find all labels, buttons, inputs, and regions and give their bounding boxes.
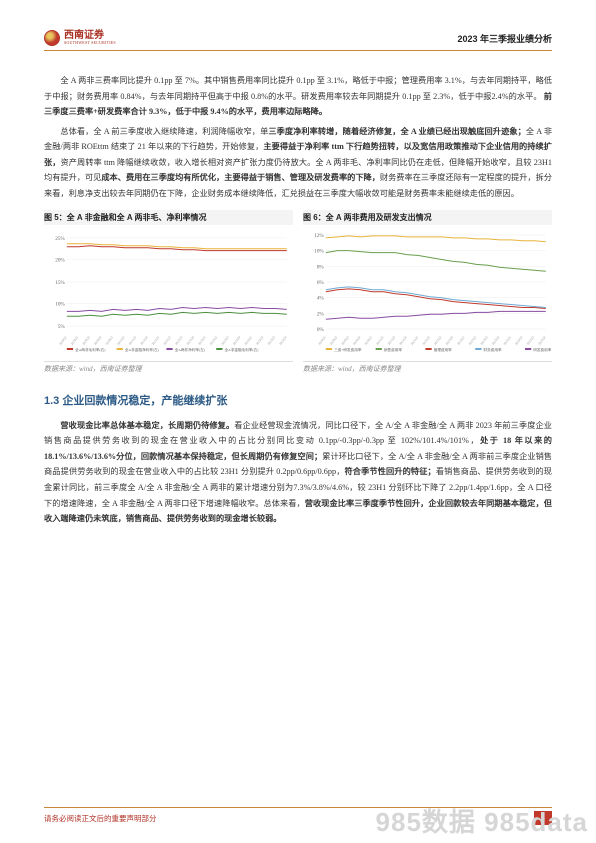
svg-text:2021Q3: 2021Q3 [387,335,397,346]
para1-text: 全 A 两非三费率同比提升 0.1pp 至 7%。其中销售费用率同比提升 0.1… [44,76,552,101]
svg-text:全A非金融毛利率(右): 全A非金融毛利率(右) [225,347,260,352]
footer-disclaimer: 请务必阅读正文后的重要声明部分 [44,813,157,824]
svg-text:2022Q3: 2022Q3 [220,335,230,346]
logo-en-text: SOUTHWEST SECURITIES [64,41,116,45]
watermark: 985数据 985data [376,802,588,839]
svg-text:2023Q3: 2023Q3 [526,335,536,346]
para3-e: 符合季节性回升的特征； [345,467,436,476]
svg-text:6%: 6% [317,280,325,286]
svg-text:2021Q2: 2021Q2 [375,335,385,346]
svg-text:2020Q2: 2020Q2 [70,335,80,346]
para2-a: 总体看，全 A 前三季度收入继续降速，利润降幅收窄，单 [60,127,268,136]
svg-text:2020Q4: 2020Q4 [352,335,362,346]
svg-text:5%: 5% [58,324,66,330]
svg-text:2023Q4: 2023Q4 [491,335,501,346]
svg-text:财务费用率: 财务费用率 [484,347,503,352]
svg-text:2023Q2: 2023Q2 [514,335,524,346]
svg-text:2023Q2: 2023Q2 [255,335,265,346]
svg-text:2022Q3: 2022Q3 [433,335,443,346]
svg-text:20%: 20% [55,257,65,263]
charts-row: 图 5：全 A 非金融和全 A 两非毛、净利率情况 25% 20% 15% 10% 5%… [44,210,552,374]
svg-text:10%: 10% [314,248,324,254]
svg-text:2022Q2: 2022Q2 [468,335,478,346]
para3-a: 营收现金比率总体基本稳定，长周期仍待修复。 [60,421,234,430]
svg-text:2023Q3: 2023Q3 [267,335,277,346]
svg-text:2022Q3: 2022Q3 [479,335,489,346]
svg-text:2020Q1: 2020Q1 [58,335,68,346]
svg-text:10%: 10% [55,301,65,307]
svg-text:2023Q1: 2023Q1 [243,335,253,346]
page-header: 西南证券 SOUTHWEST SECURITIES 2023 年三季报业绩分析 [44,30,552,51]
para2-f: 成本、费用在三季度均有所优化，主要得益于销售、管理及研发费率的下降， [101,173,380,182]
svg-text:全A两非净利率(左): 全A两非净利率(左) [175,347,206,352]
logo-icon [44,30,60,46]
svg-text:2021Q2: 2021Q2 [162,335,172,346]
para2-b: 三季度净利率转增，随着经济修复，全 A 业绩已经出现触底回升迹象； [268,127,525,136]
svg-text:2021Q4: 2021Q4 [139,335,149,346]
chart-5-column: 图 5：全 A 非金融和全 A 两非毛、净利率情况 25% 20% 15% 10% 5%… [44,210,293,374]
svg-text:2023Q4: 2023Q4 [232,335,242,346]
chart-6-column: 图 6：全 A 两非费用及研发支出情况 12% 10% 8% 6% 4% 2% 0% 2020… [303,210,552,374]
svg-text:研发费用率: 研发费用率 [533,347,552,352]
svg-text:4%: 4% [317,295,325,301]
svg-text:全A非金融净利率(左): 全A非金融净利率(左) [125,347,160,352]
chart-5-source: 数据来源：wind，西南证券整理 [44,361,293,374]
svg-text:15%: 15% [55,280,65,286]
svg-text:2020Q4: 2020Q4 [93,335,103,346]
svg-text:2020Q1: 2020Q1 [317,335,327,346]
svg-text:销售费用率: 销售费用率 [384,347,403,352]
svg-text:2020Q3: 2020Q3 [340,335,350,346]
chart-5: 25%20%15%10%5%2020Q12020Q22020Q32020Q420… [44,229,293,359]
chart-5-title: 图 5：全 A 非金融和全 A 两非毛、净利率情况 [44,210,293,225]
svg-text:2022Q4: 2022Q4 [445,335,455,346]
chart-6-source: 数据来源：wind，西南证券整理 [303,361,552,374]
svg-text:2020Q2: 2020Q2 [329,335,339,346]
svg-text:三费+研发费用率: 三费+研发费用率 [334,347,362,352]
svg-text:2020Q3: 2020Q3 [81,335,91,346]
svg-text:2022Q3: 2022Q3 [174,335,184,346]
svg-text:2020Q1: 2020Q1 [364,335,374,346]
svg-text:管理费用率: 管理费用率 [434,347,453,352]
svg-text:2021Q2: 2021Q2 [116,335,126,346]
svg-text:2022Q2: 2022Q2 [209,335,219,346]
svg-text:2021Q1: 2021Q1 [151,335,161,346]
svg-text:25%: 25% [55,236,65,242]
chart-6-title: 图 6：全 A 两非费用及研发支出情况 [303,210,552,225]
svg-text:2021Q4: 2021Q4 [398,335,408,346]
svg-text:12%: 12% [314,233,324,239]
svg-text:2022Q4: 2022Q4 [186,335,196,346]
svg-text:2022Q1: 2022Q1 [456,335,466,346]
svg-text:2021Q2: 2021Q2 [421,335,431,346]
svg-text:2%: 2% [317,311,325,317]
body-text-block-1: 全 A 两非三费率同比提升 0.1pp 至 7%。其中销售费用率同比提升 0.1… [44,73,552,202]
section-1-3-heading: 1.3 企业回款情况稳定，产能继续扩张 [44,392,552,408]
svg-text:2021Q1: 2021Q1 [410,335,420,346]
logo: 西南证券 SOUTHWEST SECURITIES [44,30,116,46]
svg-text:0%: 0% [317,327,325,333]
svg-text:8%: 8% [317,264,325,270]
svg-text:2023Q4: 2023Q4 [537,335,547,346]
svg-text:2023Q4: 2023Q4 [278,335,288,346]
svg-text:2023Q1: 2023Q1 [502,335,512,346]
svg-text:2021Q3: 2021Q3 [128,335,138,346]
body-text-block-2: 营收现金比率总体基本稳定，长周期仍待修复。看企业经营现金流情况，同比口径下，全 … [44,418,552,527]
svg-text:全A两非毛利率(右): 全A两非毛利率(右) [75,347,106,352]
report-title: 2023 年三季报业绩分析 [457,32,552,45]
svg-text:2020Q1: 2020Q1 [105,335,115,346]
chart-6: 12%10%8%6%4%2%0%2020Q12020Q22020Q32020Q4… [303,229,552,359]
svg-text:2022Q1: 2022Q1 [197,335,207,346]
